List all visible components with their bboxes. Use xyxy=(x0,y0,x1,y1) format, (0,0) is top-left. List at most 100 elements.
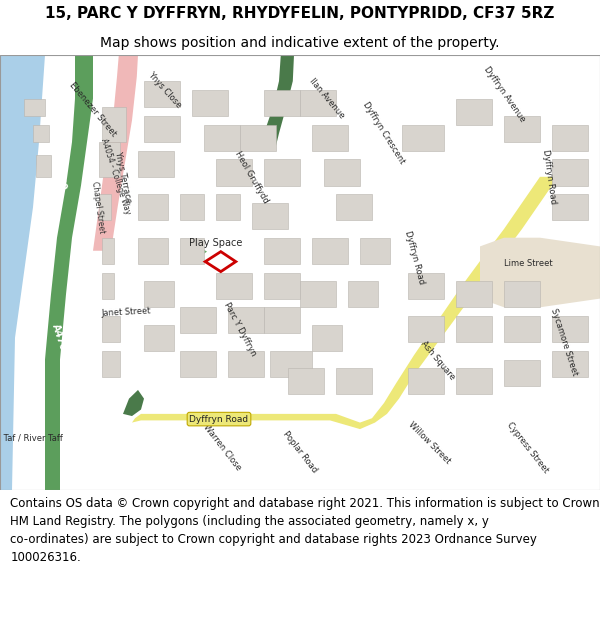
FancyBboxPatch shape xyxy=(102,351,120,377)
Text: Ynys Terrace: Ynys Terrace xyxy=(113,150,133,204)
FancyBboxPatch shape xyxy=(99,194,111,220)
FancyBboxPatch shape xyxy=(552,316,588,342)
FancyBboxPatch shape xyxy=(240,124,276,151)
FancyBboxPatch shape xyxy=(144,116,180,142)
Text: A470: A470 xyxy=(50,162,68,191)
FancyBboxPatch shape xyxy=(504,359,540,386)
Text: Ash Square: Ash Square xyxy=(419,339,457,382)
Polygon shape xyxy=(480,238,600,308)
Polygon shape xyxy=(189,246,207,258)
Text: Ilan Avenue: Ilan Avenue xyxy=(308,77,346,121)
Text: Contains OS data © Crown copyright and database right 2021. This information is : Contains OS data © Crown copyright and d… xyxy=(10,497,600,564)
Text: Dyffryn Road: Dyffryn Road xyxy=(403,229,425,285)
FancyBboxPatch shape xyxy=(216,194,240,220)
FancyBboxPatch shape xyxy=(138,194,168,220)
FancyBboxPatch shape xyxy=(144,281,174,308)
FancyBboxPatch shape xyxy=(138,238,168,264)
FancyBboxPatch shape xyxy=(348,281,378,308)
FancyBboxPatch shape xyxy=(552,194,588,220)
FancyBboxPatch shape xyxy=(102,107,126,142)
Text: Afon Taf / River Taff: Afon Taf / River Taff xyxy=(0,433,63,442)
FancyBboxPatch shape xyxy=(456,368,492,394)
FancyBboxPatch shape xyxy=(408,272,444,299)
FancyBboxPatch shape xyxy=(456,281,492,308)
FancyBboxPatch shape xyxy=(216,272,252,299)
FancyBboxPatch shape xyxy=(102,238,114,264)
Text: Willow Street: Willow Street xyxy=(406,420,452,466)
FancyBboxPatch shape xyxy=(312,238,348,264)
FancyBboxPatch shape xyxy=(312,124,348,151)
Polygon shape xyxy=(123,390,144,416)
Polygon shape xyxy=(93,55,138,251)
Text: A4054 - College Way: A4054 - College Way xyxy=(98,138,132,216)
FancyBboxPatch shape xyxy=(402,124,444,151)
Text: Cypress Street: Cypress Street xyxy=(505,420,551,474)
FancyBboxPatch shape xyxy=(216,159,252,186)
FancyBboxPatch shape xyxy=(252,203,288,229)
Text: Play Space: Play Space xyxy=(190,238,242,248)
FancyBboxPatch shape xyxy=(360,238,390,264)
FancyBboxPatch shape xyxy=(552,159,588,186)
FancyBboxPatch shape xyxy=(504,316,540,342)
FancyBboxPatch shape xyxy=(504,281,540,308)
FancyBboxPatch shape xyxy=(408,316,444,342)
FancyBboxPatch shape xyxy=(456,316,492,342)
FancyBboxPatch shape xyxy=(312,325,342,351)
Text: Janet Street: Janet Street xyxy=(101,307,151,318)
FancyBboxPatch shape xyxy=(192,90,228,116)
FancyBboxPatch shape xyxy=(300,281,336,308)
Text: Lime Street: Lime Street xyxy=(503,259,553,268)
Text: Ebenezer Street: Ebenezer Street xyxy=(68,81,118,138)
FancyBboxPatch shape xyxy=(264,272,300,299)
FancyBboxPatch shape xyxy=(456,99,492,124)
FancyBboxPatch shape xyxy=(264,90,300,116)
FancyBboxPatch shape xyxy=(300,90,336,116)
FancyBboxPatch shape xyxy=(24,99,45,116)
Text: Parc Y Dyffryn: Parc Y Dyffryn xyxy=(222,301,258,358)
FancyBboxPatch shape xyxy=(204,124,240,151)
FancyBboxPatch shape xyxy=(180,194,204,220)
FancyBboxPatch shape xyxy=(138,151,174,177)
FancyBboxPatch shape xyxy=(288,368,324,394)
FancyBboxPatch shape xyxy=(264,308,300,333)
Text: Ynys Close: Ynys Close xyxy=(146,70,184,109)
FancyBboxPatch shape xyxy=(180,238,204,264)
FancyBboxPatch shape xyxy=(264,238,300,264)
FancyBboxPatch shape xyxy=(324,159,360,186)
Text: A470: A470 xyxy=(50,323,68,352)
Text: Warren Close: Warren Close xyxy=(201,422,243,472)
FancyBboxPatch shape xyxy=(180,308,216,333)
Text: 15, PARC Y DYFFRYN, RHYDYFELIN, PONTYPRIDD, CF37 5RZ: 15, PARC Y DYFFRYN, RHYDYFELIN, PONTYPRI… xyxy=(46,6,554,21)
FancyBboxPatch shape xyxy=(270,351,312,377)
FancyBboxPatch shape xyxy=(228,351,264,377)
Text: Poplar Road: Poplar Road xyxy=(281,429,319,474)
FancyBboxPatch shape xyxy=(336,194,372,220)
Text: Dyffryn Crescent: Dyffryn Crescent xyxy=(361,101,407,166)
Text: Dyffryn Road: Dyffryn Road xyxy=(541,149,557,205)
FancyBboxPatch shape xyxy=(264,159,300,186)
FancyBboxPatch shape xyxy=(99,142,120,177)
Text: Chapel Street: Chapel Street xyxy=(89,181,106,234)
Text: Sycamore Street: Sycamore Street xyxy=(549,308,579,377)
FancyBboxPatch shape xyxy=(504,116,540,142)
FancyBboxPatch shape xyxy=(102,316,120,342)
Polygon shape xyxy=(132,177,558,429)
FancyBboxPatch shape xyxy=(33,124,49,142)
FancyBboxPatch shape xyxy=(408,368,444,394)
FancyBboxPatch shape xyxy=(180,351,216,377)
FancyBboxPatch shape xyxy=(36,155,51,177)
Polygon shape xyxy=(0,55,45,490)
Polygon shape xyxy=(45,55,93,490)
FancyBboxPatch shape xyxy=(144,81,180,107)
FancyBboxPatch shape xyxy=(552,124,588,151)
FancyBboxPatch shape xyxy=(228,308,264,333)
FancyBboxPatch shape xyxy=(336,368,372,394)
Text: Dyffryn Road: Dyffryn Road xyxy=(190,414,248,424)
Text: Map shows position and indicative extent of the property.: Map shows position and indicative extent… xyxy=(100,36,500,50)
FancyBboxPatch shape xyxy=(102,272,114,299)
Polygon shape xyxy=(261,55,294,151)
FancyBboxPatch shape xyxy=(144,325,174,351)
Text: Dyffryn Avenue: Dyffryn Avenue xyxy=(482,65,526,124)
Text: Heol Gruffydd: Heol Gruffydd xyxy=(233,149,271,204)
FancyBboxPatch shape xyxy=(552,351,588,377)
